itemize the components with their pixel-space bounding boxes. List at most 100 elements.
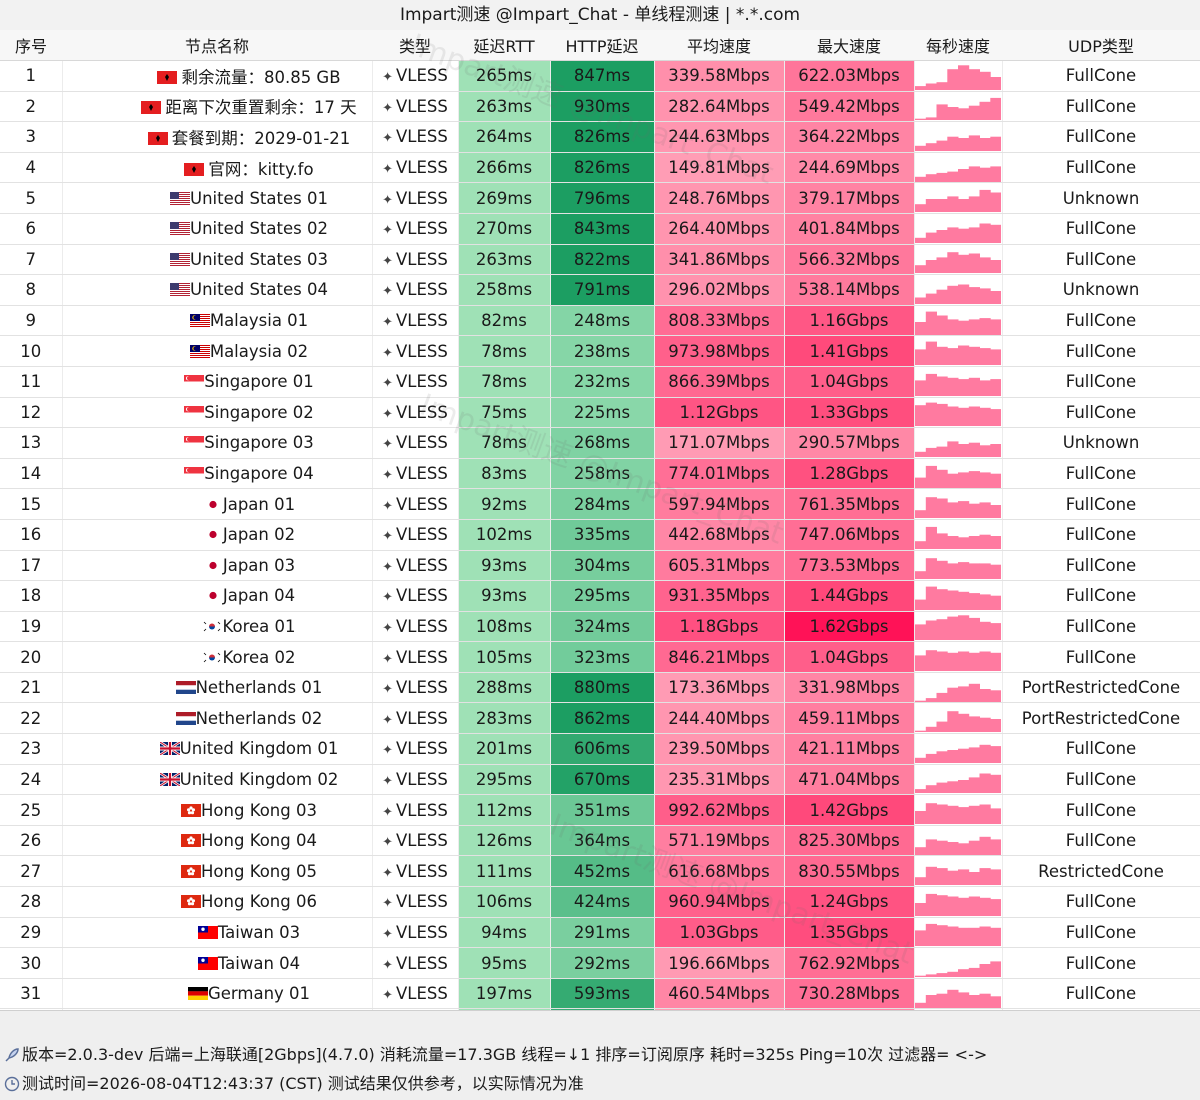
protocol-icon: ✦: [382, 712, 394, 728]
node-type-cell: ✦VLESS: [372, 672, 459, 704]
rtt-cell: 92ms: [458, 488, 551, 520]
node-type: VLESS: [396, 341, 448, 361]
node-type: VLESS: [396, 678, 448, 698]
protocol-icon: ✦: [382, 590, 394, 606]
table-row[interactable]: 26 Hong Kong 04 ✦ VLESS 126ms 364ms 571.19Mbps…: [0, 825, 1200, 857]
table-row[interactable]: 8 United States 04 ✦ VLESS 258ms 791ms 296.02M…: [0, 274, 1200, 306]
column-header-avg[interactable]: 平均速度: [654, 30, 784, 61]
rtt-cell: 263ms: [458, 244, 551, 276]
node-name: United States 03: [190, 249, 328, 269]
flag-singapore-icon: [184, 404, 205, 419]
max-speed-cell: 825.30Mbps: [784, 825, 915, 857]
max-speed-cell: 730.28Mbps: [784, 978, 915, 1010]
table-row[interactable]: 15 Japan 01 ✦ VLESS 92ms 284ms 597.94Mbps 761.3…: [0, 488, 1200, 520]
node-type-cell: ✦VLESS: [372, 825, 459, 857]
column-header-max[interactable]: 最大速度: [784, 30, 914, 61]
table-row[interactable]: 22 Netherlands 02 ✦ VLESS 283ms 862ms 244.40Mb…: [0, 702, 1200, 735]
table-row[interactable]: 31 Germany 01 ✦ VLESS 197ms 593ms 460.54Mbps 73…: [0, 978, 1200, 1010]
table-row[interactable]: 10 Malaysia 02 ✦ VLESS 78ms 238ms 973.98Mbps 1.…: [0, 335, 1200, 367]
row-index: 23: [0, 733, 63, 765]
sparkline-bar: [925, 803, 937, 825]
node-type-cell: ✦VLESS: [372, 519, 459, 551]
sparkline-bar: [979, 926, 991, 947]
protocol-icon: ✦: [382, 223, 394, 239]
column-header-index[interactable]: 序号: [0, 30, 62, 61]
table-row[interactable]: 7 United States 03 ✦ VLESS 263ms 822ms 341.86M…: [0, 244, 1200, 276]
table-row[interactable]: 13 Singapore 03 ✦ VLESS 78ms 268ms 171.07Mbps 2…: [0, 427, 1200, 459]
column-header-udp[interactable]: UDP类型: [1002, 30, 1200, 61]
table-row[interactable]: 9 Malaysia 01 ✦ VLESS 82ms 248ms 808.33Mbps 1.1…: [0, 305, 1200, 337]
rtt-cell: 105ms: [458, 641, 551, 673]
table-row[interactable]: 11 Singapore 01 ✦ VLESS 78ms 232ms 866.39Mbps 1…: [0, 366, 1200, 398]
table-row[interactable]: 2 距离下次重置剩余：17 天 ✦ VLESS 263ms 930ms 282.64Mbps…: [0, 91, 1200, 123]
table-row[interactable]: 1 剩余流量：80.85 GB ✦ VLESS 265ms 847ms 339.58Mbps…: [0, 60, 1200, 92]
table-row[interactable]: 12 Singapore 02 ✦ VLESS 75ms 225ms 1.12Gbps 1.3…: [0, 397, 1200, 429]
node-name: 距离下次重置剩余：17 天: [165, 98, 357, 118]
table-row[interactable]: 27 Hong Kong 05 ✦ VLESS 111ms 452ms 616.68Mbps…: [0, 855, 1200, 888]
http-delay-cell: 258ms: [550, 458, 655, 490]
max-speed-cell: 622.03Mbps: [784, 60, 915, 92]
column-header-rtt[interactable]: 延迟RTT: [458, 30, 550, 61]
table-row[interactable]: 24 United Kingdom 02 ✦ VLESS 295ms 670ms 235.3…: [0, 764, 1200, 796]
http-delay-cell: 364ms: [550, 825, 655, 857]
sparkline-bar: [968, 253, 980, 274]
http-delay-cell: 862ms: [550, 702, 655, 735]
protocol-icon: ✦: [382, 284, 394, 300]
node-name-cell: Hong Kong 03: [62, 794, 373, 826]
sparkline-bar: [968, 377, 980, 396]
sparkline-bar: [946, 318, 958, 335]
sparkline-bar: [957, 897, 969, 916]
table-row[interactable]: 25 Hong Kong 03 ✦ VLESS 112ms 351ms 992.62Mbps…: [0, 794, 1200, 826]
flag-taiwan-icon: [197, 955, 218, 970]
http-delay-cell: 232ms: [550, 366, 655, 398]
table-row[interactable]: 17 Japan 03 ✦ VLESS 93ms 304ms 605.31Mbps 773.5…: [0, 550, 1200, 582]
sparkline-bar: [925, 893, 937, 916]
table-row[interactable]: 20 Korea 02 ✦ VLESS 105ms 323ms 846.21Mbps 1.04…: [0, 641, 1200, 673]
table-row[interactable]: 16 Japan 02 ✦ VLESS 102ms 335ms 442.68Mbps 747.…: [0, 519, 1200, 551]
node-type: VLESS: [396, 158, 448, 178]
table-row[interactable]: 29 Taiwan 03 ✦ VLESS 94ms 291ms 1.03Gbps 1.35Gb…: [0, 917, 1200, 949]
sparkline-bar: [957, 345, 969, 366]
window-title: Impart测速 @Impart_Chat - 单线程测速 | *.*.com: [0, 0, 1200, 30]
table-row[interactable]: 23 United Kingdom 01 ✦ VLESS 201ms 606ms 239.5…: [0, 733, 1200, 765]
column-header-name[interactable]: 节点名称: [62, 30, 372, 61]
sparkline-bar: [914, 297, 926, 304]
table-row[interactable]: 14 Singapore 04 ✦ VLESS 83ms 258ms 774.01Mbps 1…: [0, 458, 1200, 490]
protocol-icon: ✦: [382, 437, 394, 453]
table-row[interactable]: 3 套餐到期：2029-01-21 ✦ VLESS 264ms 826ms 244.63Mb…: [0, 121, 1200, 153]
row-index: 14: [0, 458, 63, 490]
table-row[interactable]: 5 United States 01 ✦ VLESS 269ms 796ms 248.76M…: [0, 182, 1200, 214]
sparkline-bar: [989, 995, 1001, 1008]
per-second-sparkline: [914, 702, 1003, 735]
node-name-cell: Korea 02: [62, 641, 373, 673]
sparkline-bar: [979, 651, 991, 672]
rtt-cell: 93ms: [458, 550, 551, 582]
table-row[interactable]: 28 Hong Kong 06 ✦ VLESS 106ms 424ms 960.94Mbps…: [0, 886, 1200, 918]
sparkline-bar: [957, 807, 969, 825]
node-type-cell: ✦VLESS: [372, 335, 459, 367]
table-row[interactable]: 6 United States 02 ✦ VLESS 270ms 843ms 264.40M…: [0, 213, 1200, 245]
table-row[interactable]: 30 Taiwan 04 ✦ VLESS 95ms 292ms 196.66Mbps 762.…: [0, 947, 1200, 979]
table-row[interactable]: 19 Korea 01 ✦ VLESS 108ms 324ms 1.18Gbps 1.62Gb…: [0, 611, 1200, 643]
rtt-cell: 269ms: [458, 182, 551, 214]
table-row[interactable]: 4 官网：kitty.fo ✦ VLESS 266ms 826ms 149.81Mbps 24…: [0, 152, 1200, 184]
column-header-type[interactable]: 类型: [372, 30, 458, 61]
http-delay-cell: 880ms: [550, 672, 655, 704]
udp-type-cell: FullCone: [1002, 886, 1200, 918]
per-second-sparkline: [914, 855, 1003, 888]
rtt-cell: 102ms: [458, 519, 551, 551]
sparkline-bar: [936, 973, 948, 978]
node-name: Malaysia 01: [209, 311, 309, 331]
rtt-cell: 264ms: [458, 121, 551, 153]
table-row[interactable]: 18 Japan 04 ✦ VLESS 93ms 295ms 931.35Mbps 1.44G…: [0, 580, 1200, 612]
sparkline-bar: [925, 785, 937, 794]
column-header-persec[interactable]: 每秒速度: [914, 30, 1002, 61]
sparkline-bar: [979, 348, 991, 366]
sparkline-bar: [979, 167, 991, 182]
sparkline-bar: [925, 558, 937, 580]
sparkline-bar: [936, 619, 948, 641]
column-header-http[interactable]: HTTP延迟: [550, 30, 654, 61]
node-type: VLESS: [396, 586, 448, 606]
node-name: Korea 01: [222, 616, 296, 636]
table-row[interactable]: 21 Netherlands 01 ✦ VLESS 288ms 880ms 173.36Mb…: [0, 672, 1200, 704]
